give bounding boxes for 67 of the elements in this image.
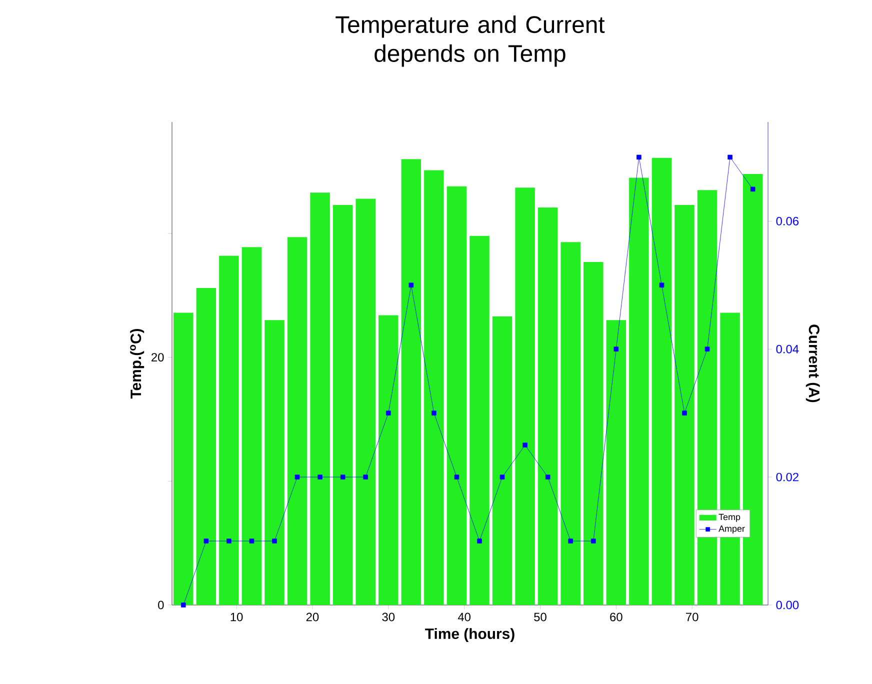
bar: [674, 204, 694, 605]
point: [636, 154, 642, 160]
point: [750, 186, 756, 192]
point: [181, 602, 186, 608]
point: [454, 474, 460, 480]
bar: [310, 192, 330, 605]
y2-tick-label: 0.02: [776, 472, 798, 482]
point: [500, 474, 505, 480]
y-tick-label: 0: [158, 600, 164, 610]
point: [386, 410, 391, 416]
bar: [515, 188, 535, 605]
x-tick-label: 20: [306, 612, 319, 622]
bar: [332, 204, 353, 605]
x-tick-label: 50: [534, 612, 546, 622]
bar: [264, 320, 284, 605]
point: [272, 538, 277, 544]
point: [659, 282, 664, 288]
bar: [242, 247, 262, 605]
point: [318, 474, 322, 480]
y-axis-title: Temp.($^{o}$C): [130, 328, 144, 399]
point: [704, 346, 710, 352]
x-tick-label: 40: [458, 612, 470, 622]
bar: [470, 236, 490, 605]
x-tick-label: 10: [230, 612, 243, 622]
bar: [401, 159, 422, 605]
bar: [606, 320, 626, 605]
bar: [174, 312, 194, 605]
y2-tick-label: 0.06: [776, 216, 799, 226]
point: [432, 410, 436, 416]
bar: [538, 207, 558, 605]
bar: [424, 170, 444, 605]
x-tick-label: 30: [382, 612, 395, 622]
bar: [287, 237, 308, 605]
bar: [219, 256, 239, 605]
point: [728, 154, 732, 160]
point: [682, 410, 687, 416]
point: [590, 538, 596, 544]
y2-tick-label: 0.00: [776, 600, 799, 610]
point: [522, 442, 528, 448]
bar: [446, 186, 467, 605]
x-tick-label: 70: [686, 612, 698, 622]
y2-axis-title: Current (A): [806, 324, 820, 402]
bar: [652, 158, 672, 605]
point: [545, 474, 550, 480]
point: [294, 474, 300, 480]
legend-label: Amper: [718, 526, 745, 534]
bar: [629, 178, 649, 605]
point: [614, 346, 619, 352]
x-axis-title: Time (hours): [425, 628, 514, 642]
y2-tick-label: 0.04: [776, 344, 799, 354]
point: [408, 282, 414, 288]
point: [226, 538, 232, 544]
point: [363, 474, 368, 480]
legend-label: Temp: [718, 514, 740, 522]
bar: [584, 262, 604, 605]
bar: [196, 288, 216, 605]
point: [204, 538, 209, 544]
point: [340, 474, 346, 480]
point: [477, 538, 482, 544]
point: [568, 538, 573, 544]
x-tick-label: 60: [610, 612, 622, 622]
chart-title: Temperature and Current depends on Temp: [336, 16, 605, 67]
point: [249, 538, 254, 544]
bar: [492, 316, 512, 605]
bar: [378, 315, 398, 605]
bar: [356, 198, 376, 605]
bar: [560, 242, 580, 605]
